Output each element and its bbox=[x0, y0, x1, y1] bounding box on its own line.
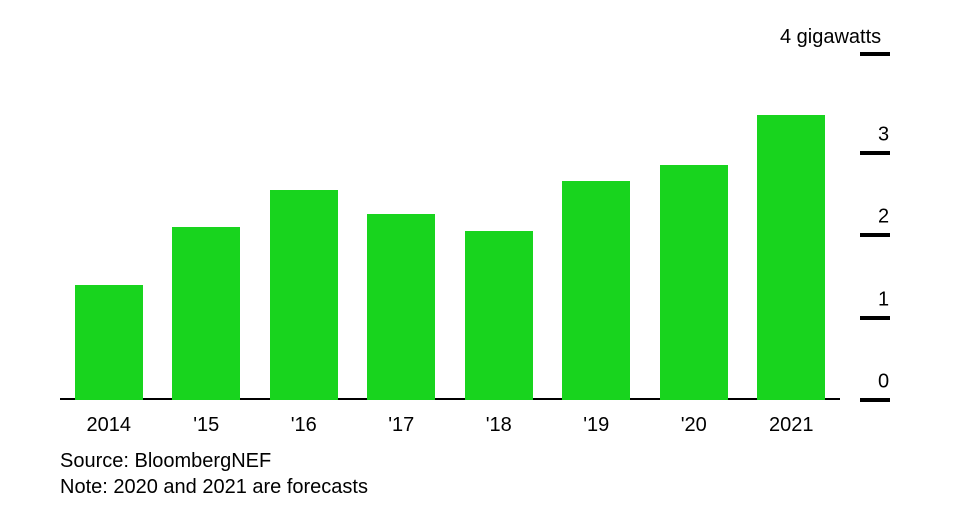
bar bbox=[562, 181, 630, 400]
y-tick-label: 3 bbox=[878, 123, 889, 146]
bar bbox=[757, 115, 825, 400]
y-tick-mark bbox=[860, 233, 890, 237]
x-axis-label: '19 bbox=[583, 414, 609, 437]
bar bbox=[367, 214, 435, 400]
y-tick-mark bbox=[860, 316, 890, 320]
bar bbox=[465, 231, 533, 400]
note-footnote: Note: 2020 and 2021 are forecasts bbox=[60, 476, 368, 499]
x-axis-label: '18 bbox=[486, 414, 512, 437]
y-axis-unit-label: 4 gigawatts bbox=[780, 26, 881, 49]
source-footnote: Source: BloombergNEF bbox=[60, 450, 271, 473]
y-tick-mark bbox=[860, 52, 890, 56]
bar bbox=[75, 285, 143, 401]
bar bbox=[660, 165, 728, 400]
chart-container: 2014 '15 '16 '17 '18 '19 '20 2021 0 1 2 3 4 gigawatt… bbox=[0, 0, 960, 528]
x-axis-label: '20 bbox=[681, 414, 707, 437]
y-tick-label: 1 bbox=[878, 288, 889, 311]
y-tick-mark bbox=[860, 398, 890, 402]
x-axis-label: '16 bbox=[291, 414, 317, 437]
y-tick-label: 2 bbox=[878, 206, 889, 229]
x-axis-label: '17 bbox=[388, 414, 414, 437]
plot-area bbox=[60, 70, 840, 400]
y-tick-label: 0 bbox=[878, 371, 889, 394]
y-tick-mark bbox=[860, 151, 890, 155]
bar bbox=[172, 227, 240, 400]
bar bbox=[270, 190, 338, 400]
x-axis-label: 2021 bbox=[769, 414, 814, 437]
x-axis-label: 2014 bbox=[87, 414, 132, 437]
x-axis-label: '15 bbox=[193, 414, 219, 437]
